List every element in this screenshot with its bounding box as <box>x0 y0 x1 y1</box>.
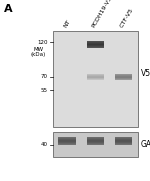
Text: NT: NT <box>63 19 71 29</box>
Text: 70: 70 <box>40 74 48 79</box>
Text: A: A <box>4 4 13 14</box>
Bar <box>52 132 138 157</box>
Bar <box>58 141 76 142</box>
Text: 40: 40 <box>40 142 48 147</box>
Text: 55: 55 <box>40 88 48 93</box>
Bar <box>52 31 138 127</box>
Bar <box>87 43 104 44</box>
Bar <box>87 75 104 76</box>
Bar <box>115 142 132 143</box>
Bar <box>58 144 76 145</box>
Bar <box>115 144 132 145</box>
Bar <box>58 137 76 138</box>
Bar <box>87 138 104 139</box>
Text: GAPDH: GAPDH <box>141 140 150 149</box>
Bar <box>87 77 104 78</box>
Text: CTF-V5: CTF-V5 <box>119 7 134 29</box>
Bar <box>58 140 76 141</box>
Bar <box>87 47 104 48</box>
Bar <box>87 78 104 79</box>
Bar <box>87 139 104 140</box>
Bar <box>58 138 76 139</box>
Bar <box>58 143 76 144</box>
Bar <box>115 76 132 77</box>
Bar <box>87 45 104 46</box>
Bar <box>87 46 104 47</box>
Bar <box>87 142 104 143</box>
Text: 120: 120 <box>37 40 48 45</box>
Bar <box>87 140 104 141</box>
Bar <box>115 74 132 75</box>
Bar <box>115 143 132 144</box>
Bar <box>115 139 132 140</box>
Bar <box>87 141 104 142</box>
Text: V5: V5 <box>141 70 150 78</box>
Bar <box>87 44 104 45</box>
Bar <box>115 141 132 142</box>
Bar <box>115 140 132 141</box>
Bar <box>87 76 104 77</box>
Bar <box>115 138 132 139</box>
Text: MW: MW <box>33 47 44 52</box>
Bar <box>115 78 132 79</box>
Bar <box>58 142 76 143</box>
Bar <box>87 74 104 75</box>
Bar <box>87 42 104 43</box>
Text: PCDH19-V5: PCDH19-V5 <box>91 0 113 29</box>
Bar <box>115 77 132 78</box>
Bar <box>87 137 104 138</box>
Bar <box>115 137 132 138</box>
Text: (kDa): (kDa) <box>31 52 46 57</box>
Bar <box>115 75 132 76</box>
Bar <box>87 79 104 80</box>
Bar <box>87 144 104 145</box>
Bar <box>115 79 132 80</box>
Bar <box>87 41 104 42</box>
Bar <box>58 139 76 140</box>
Bar <box>87 143 104 144</box>
